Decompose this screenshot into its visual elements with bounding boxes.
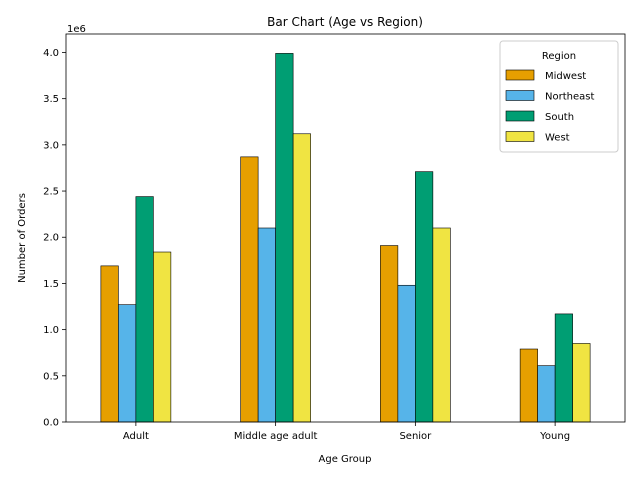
bars-layer <box>100 53 591 423</box>
bar-northeast-adult <box>118 304 137 423</box>
y-offset-label: 1e6 <box>67 24 86 35</box>
legend-title: Region <box>542 51 576 62</box>
y-axis-label: Number of Orders <box>17 193 28 283</box>
y-tick-label: 0.0 <box>43 418 59 429</box>
legend-swatch-south <box>505 110 535 122</box>
legend-label-midwest: Midwest <box>545 71 586 82</box>
x-axis-ticks: Adult Middle age adult Senior Young <box>123 422 570 442</box>
legend-swatch-northeast <box>505 90 535 101</box>
bar-northeast-senior <box>397 284 416 423</box>
y-tick-label: 0.5 <box>43 371 59 382</box>
y-tick-label: 2.5 <box>43 187 59 198</box>
legend-label-northeast: Northeast <box>545 92 594 103</box>
x-axis-label: Age Group <box>319 454 372 465</box>
plot-frame <box>65 33 626 423</box>
x-tick-label: Senior <box>399 431 432 442</box>
bar-midwest-adult <box>100 265 119 423</box>
legend-swatch-midwest <box>505 69 535 81</box>
legend-box <box>499 40 619 153</box>
bar-south-middle-age-adult <box>275 53 294 423</box>
y-tick-label: 1.5 <box>43 279 59 290</box>
legend: Region Midwest Northeast South West <box>499 40 619 153</box>
chart-title: Bar Chart (Age vs Region) <box>267 15 423 29</box>
legend-label-south: South <box>545 112 574 123</box>
bar-northeast-middle-age-adult <box>257 227 276 423</box>
legend-label-west: West <box>545 133 570 144</box>
y-tick-label: 4.0 <box>43 48 59 59</box>
bar-west-senior <box>432 227 451 423</box>
bar-midwest-senior <box>380 245 399 423</box>
bar-midwest-middle-age-adult <box>240 156 259 423</box>
bar-west-adult <box>153 251 172 423</box>
y-tick-label: 1.0 <box>43 325 59 336</box>
y-axis-ticks: 0.0 0.5 1.0 1.5 2.0 2.5 3.0 3.5 4.0 <box>43 48 66 429</box>
bar-west-young <box>572 343 591 423</box>
bar-south-adult <box>135 196 154 423</box>
bar-south-senior <box>415 171 434 423</box>
y-tick-label: 3.5 <box>43 94 59 105</box>
bar-midwest-young <box>519 348 538 423</box>
bar-northeast-young <box>537 365 556 423</box>
bar-south-young <box>554 313 573 423</box>
bar-west-middle-age-adult <box>292 133 311 423</box>
y-tick-label: 2.0 <box>43 233 59 244</box>
y-tick-label: 3.0 <box>43 140 59 151</box>
x-tick-label: Middle age adult <box>234 431 318 442</box>
x-tick-label: Young <box>539 431 570 442</box>
legend-swatch-west <box>505 131 535 142</box>
x-tick-label: Adult <box>123 431 149 442</box>
